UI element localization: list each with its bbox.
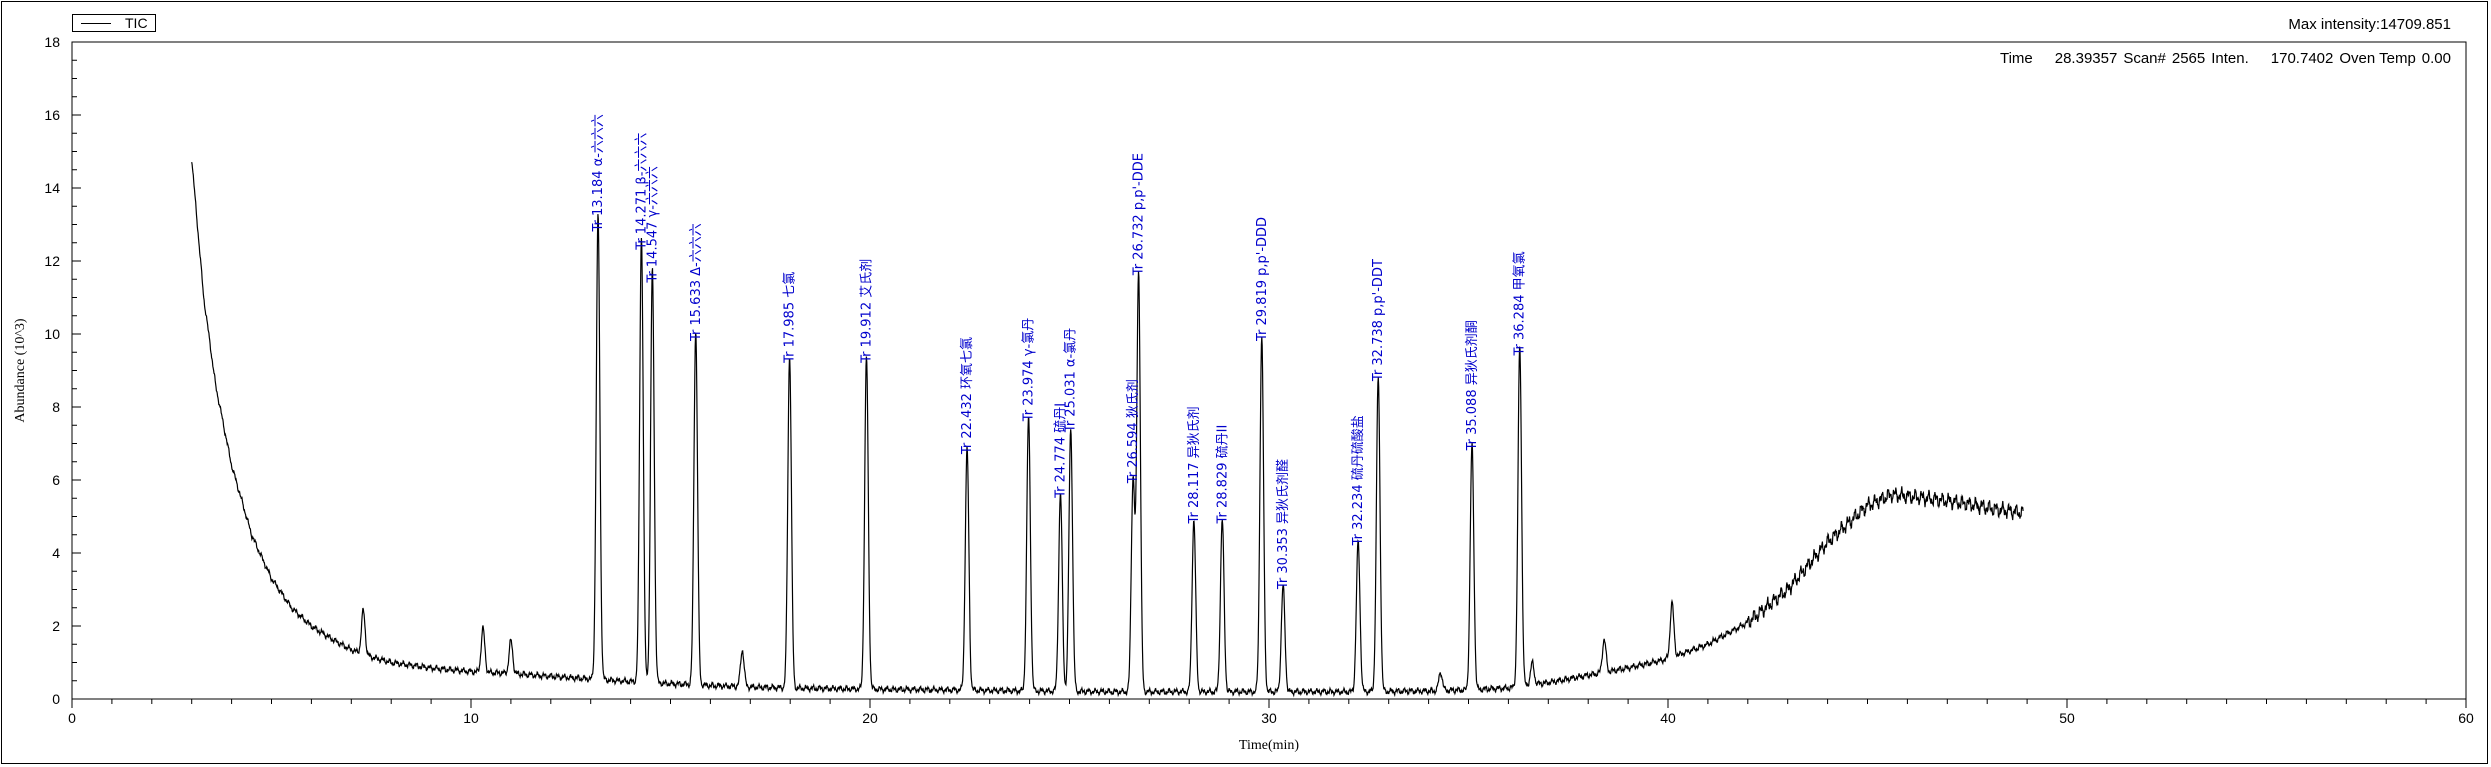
legend-line-swatch — [81, 23, 111, 24]
x-axis-label: Time(min) — [1239, 738, 1299, 753]
oven-value: 0.00 — [2421, 50, 2451, 67]
peak-label: Tr 28.829 硫丹II — [1215, 425, 1230, 525]
peak-label: Tr 28.117 异狄氏剂 — [1187, 406, 1202, 524]
peak-label: Tr 22.432 环氧七氯 — [960, 337, 975, 455]
y-tick-label: 18 — [44, 34, 60, 50]
x-tick-label: 0 — [68, 710, 76, 726]
max-intensity-readout: Max intensity:14709.851 — [2288, 16, 2451, 33]
y-axis-label: Abundance (10^3) — [13, 318, 28, 422]
peak-label: Tr 35.088 异狄氏剂酮 — [1465, 320, 1480, 451]
peak-label: Tr 29.819 p,p'-DDD — [1255, 217, 1270, 342]
legend: TIC — [72, 14, 156, 32]
peak-label: Tr 14.271 β-六六六 — [634, 133, 649, 251]
peak-label: Tr 24.774 硫丹I — [1054, 403, 1069, 499]
tic-trace — [191, 161, 2024, 698]
peak-label: Tr 14.547 γ-六六六 — [645, 166, 660, 284]
y-tick-label: 16 — [44, 107, 60, 123]
oven-label: Oven Temp — [2339, 50, 2416, 67]
inten-value: 170.7402 — [2270, 50, 2334, 67]
peak-label: Tr 13.184 α-六六六 — [591, 114, 606, 232]
x-tick-label: 10 — [463, 710, 479, 726]
peak-label: Tr 30.353 异狄氏剂醛 — [1275, 459, 1291, 590]
y-tick-label: 12 — [44, 253, 60, 269]
scan-value: 2565 — [2171, 50, 2206, 67]
cursor-readout: Time 28.39357 Scan# 2565 Inten. 170.7402 Oven … — [1994, 50, 2451, 67]
x-tick-label: 40 — [1660, 710, 1676, 726]
time-value: 28.39357 — [2054, 50, 2118, 67]
peak-label: Tr 36.284 甲氧氯 — [1513, 251, 1528, 356]
peak-label: Tr 15.633 Δ-六六六 — [689, 223, 704, 342]
legend-label: TIC — [125, 15, 148, 31]
scan-label: Scan# — [2123, 50, 2166, 67]
x-tick-label: 60 — [2458, 710, 2474, 726]
time-label: Time — [1999, 50, 2033, 67]
y-tick-label: 10 — [44, 326, 60, 342]
peak-label: Tr 23.974 γ-氯丹 — [1022, 318, 1037, 423]
x-tick-label: 20 — [862, 710, 878, 726]
y-tick-label: 14 — [44, 180, 60, 196]
plot-area — [71, 41, 2467, 700]
peak-label: Tr 26.594 狄氏剂 — [1126, 379, 1141, 484]
series-layer — [191, 161, 2024, 698]
peak-label: Tr 32.738 p,p'-DDT — [1371, 259, 1386, 382]
peak-label: Tr 25.031 α-氯丹 — [1064, 328, 1079, 433]
x-tick-label: 50 — [2059, 710, 2075, 726]
x-tick-label: 30 — [1261, 710, 1277, 726]
axes: 0 10 20 30 40 50 60 0 2 4 6 8 10 12 14 16 18 — [44, 34, 2474, 726]
peak-label: Tr 17.985 七氯 — [783, 272, 798, 364]
peak-label: Tr 19.912 艾氏剂 — [860, 259, 875, 364]
peak-label: Tr 32.234 硫丹硫酸盐 — [1351, 415, 1366, 546]
y-tick-label: 0 — [52, 691, 60, 707]
plot-border — [71, 41, 2467, 700]
inten-label: Inten. — [2211, 50, 2249, 67]
y-tick-label: 6 — [52, 472, 60, 488]
y-tick-label: 4 — [52, 545, 60, 561]
peak-label: Tr 26.732 p,p'-DDE — [1132, 153, 1147, 276]
y-tick-label: 2 — [52, 618, 60, 634]
y-tick-label: 8 — [52, 399, 60, 415]
